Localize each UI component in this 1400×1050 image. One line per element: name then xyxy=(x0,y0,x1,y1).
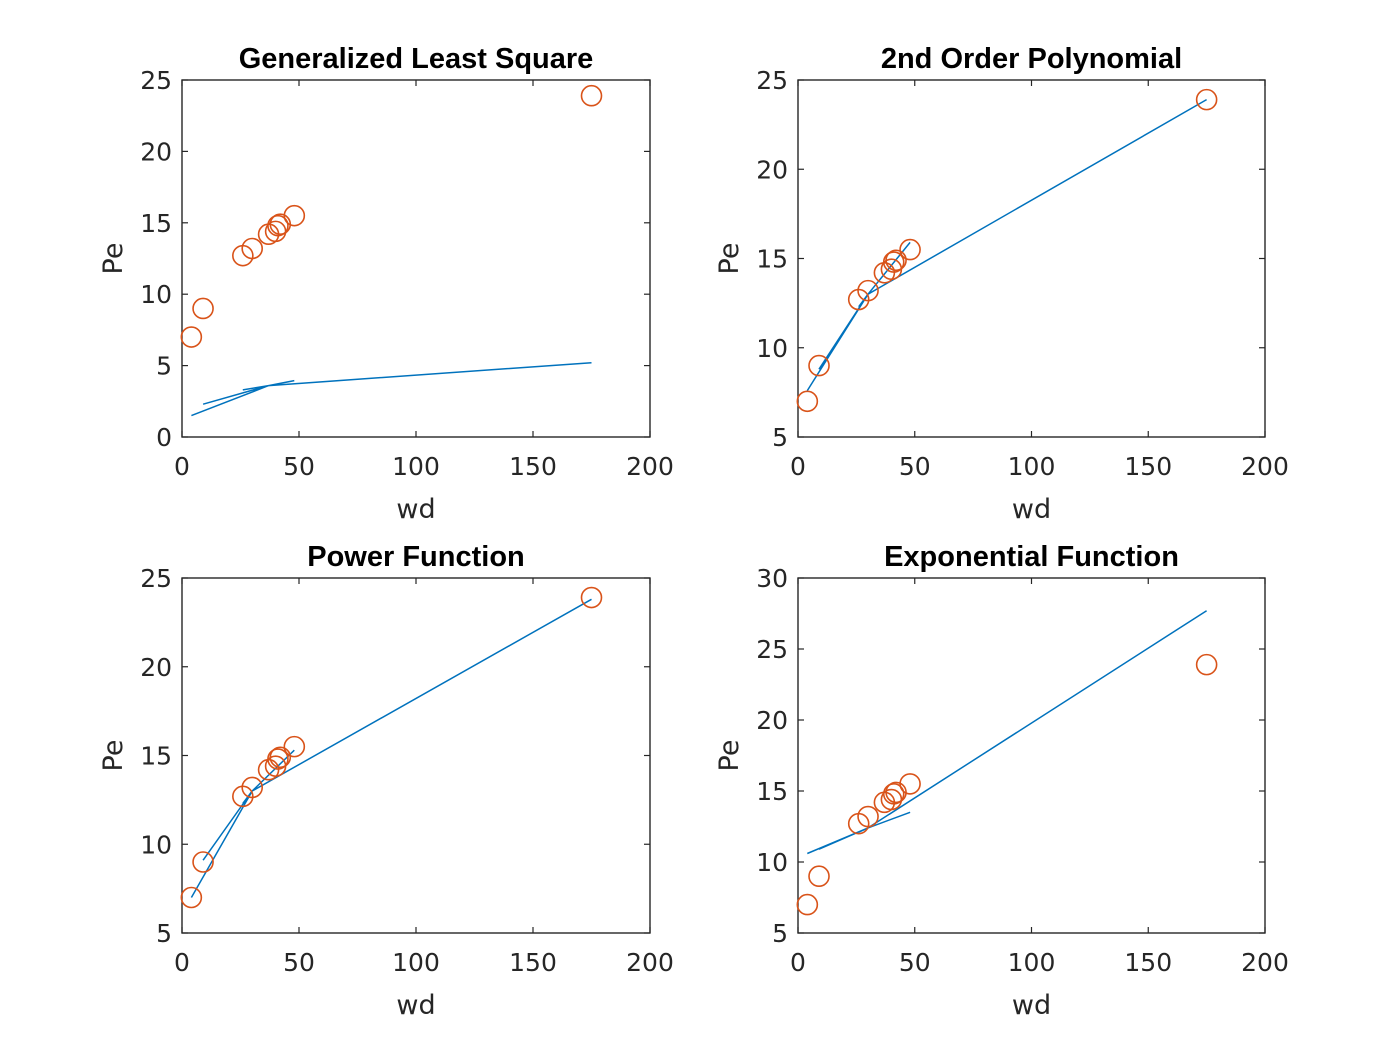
data-point-marker xyxy=(796,893,819,916)
data-point-marker xyxy=(1195,653,1218,676)
data-point-marker xyxy=(241,776,263,799)
chart-title: Exponential Function xyxy=(884,541,1179,573)
x-tick-label: 150 xyxy=(509,948,557,977)
chart-title: Generalized Least Square xyxy=(239,43,594,75)
axes-frame xyxy=(797,577,1266,934)
y-tick-label: 15 xyxy=(756,777,788,806)
x-tick-label: 100 xyxy=(1008,452,1056,481)
fit-line xyxy=(807,610,1208,855)
y-tick-label: 5 xyxy=(156,352,172,381)
y-tick-label: 20 xyxy=(140,653,172,682)
x-tick-label: 200 xyxy=(626,452,674,481)
chart-title: Power Function xyxy=(307,541,525,573)
data-point-marker xyxy=(267,748,289,770)
y-tick-label: 0 xyxy=(156,423,172,452)
plot-area xyxy=(807,610,1208,855)
y-axis-label: Pe xyxy=(714,740,745,772)
y-tick-label: 20 xyxy=(756,155,788,184)
x-tick-label: 100 xyxy=(1008,948,1056,977)
x-tick-label: 50 xyxy=(283,948,315,977)
x-axis-label: wd xyxy=(396,494,435,525)
y-tick-label: 5 xyxy=(156,919,172,948)
data-point-marker xyxy=(885,249,907,272)
data-point-marker xyxy=(283,204,306,227)
x-tick-label: 0 xyxy=(790,948,806,977)
axes-frame xyxy=(181,577,651,934)
data-point-marker xyxy=(267,214,289,237)
y-tick-label: 10 xyxy=(756,334,788,363)
fit-line xyxy=(806,98,1207,391)
axes-frame xyxy=(181,79,651,438)
subplot-1: 0 50 100 150 200 0 5 10 15 20 25 Generalized Least … xyxy=(98,43,674,525)
data-point-marker xyxy=(269,746,292,769)
x-tick-label: 200 xyxy=(1241,452,1289,481)
data-point-marker xyxy=(857,279,879,302)
plot-area xyxy=(191,361,592,417)
y-tick-label: 5 xyxy=(772,423,788,452)
data-point-marker xyxy=(899,773,921,795)
subplot-3: 0 50 100 150 200 5 10 15 20 25 Power Function wd Pe xyxy=(98,541,674,1021)
data-point-marker xyxy=(241,237,263,260)
x-tick-label: 200 xyxy=(1241,948,1289,977)
x-tick-label: 0 xyxy=(174,948,190,977)
x-tick-label: 150 xyxy=(1124,452,1172,481)
y-tick-label: 5 xyxy=(772,919,788,948)
x-axis-label: wd xyxy=(1012,990,1051,1021)
y-tick-label: 25 xyxy=(140,66,172,95)
x-tick-label: 100 xyxy=(392,452,440,481)
y-tick-label: 15 xyxy=(756,245,788,274)
y-tick-label: 30 xyxy=(756,564,788,593)
y-tick-label: 25 xyxy=(756,635,788,664)
y-tick-label: 20 xyxy=(756,706,788,735)
y-tick-label: 25 xyxy=(756,66,788,95)
data-point-marker xyxy=(192,851,214,873)
data-point-marker xyxy=(283,735,306,758)
data-point-marker xyxy=(882,251,905,273)
data-point-marker xyxy=(796,390,819,413)
plot-area xyxy=(190,598,592,898)
fit-line xyxy=(191,361,592,417)
data-point-marker xyxy=(180,886,203,909)
axes-frame xyxy=(797,79,1266,438)
data-point-marker xyxy=(180,326,203,348)
y-axis-label: Pe xyxy=(98,243,129,275)
plot-area xyxy=(806,98,1207,391)
y-tick-label: 15 xyxy=(140,742,172,771)
data-point-marker xyxy=(882,783,905,805)
x-tick-label: 150 xyxy=(1124,948,1172,977)
x-tick-label: 50 xyxy=(899,452,931,481)
x-tick-label: 0 xyxy=(174,452,190,481)
data-point-marker xyxy=(808,865,830,888)
x-axis-label: wd xyxy=(1012,494,1051,525)
subplot-4: 0 50 100 150 200 5 10 15 20 25 30 Exponential Funct… xyxy=(714,541,1289,1021)
subplot-2: 0 50 100 150 200 5 10 15 20 25 2nd Order Polynomia… xyxy=(714,43,1289,525)
data-point-marker xyxy=(580,586,603,609)
data-point-marker xyxy=(857,805,879,828)
y-tick-label: 10 xyxy=(756,848,788,877)
chart-title: 2nd Order Polynomial xyxy=(881,43,1182,75)
x-tick-label: 50 xyxy=(283,452,315,481)
fit-line xyxy=(190,598,592,898)
x-tick-label: 200 xyxy=(626,948,674,977)
data-point-marker xyxy=(808,354,830,377)
x-tick-label: 150 xyxy=(509,452,557,481)
y-axis-label: Pe xyxy=(98,740,129,772)
y-tick-label: 20 xyxy=(140,137,172,166)
data-point-marker xyxy=(192,297,214,320)
data-point-marker xyxy=(1195,88,1218,111)
y-tick-label: 10 xyxy=(140,280,172,309)
x-tick-label: 0 xyxy=(790,452,806,481)
y-tick-label: 25 xyxy=(140,564,172,593)
x-tick-label: 100 xyxy=(392,948,440,977)
x-tick-label: 50 xyxy=(899,948,931,977)
y-tick-label: 15 xyxy=(140,209,172,238)
data-point-marker xyxy=(899,238,921,261)
y-tick-label: 10 xyxy=(140,830,172,859)
x-axis-label: wd xyxy=(396,990,435,1021)
y-axis-label: Pe xyxy=(714,243,745,275)
data-point-marker xyxy=(580,84,603,107)
